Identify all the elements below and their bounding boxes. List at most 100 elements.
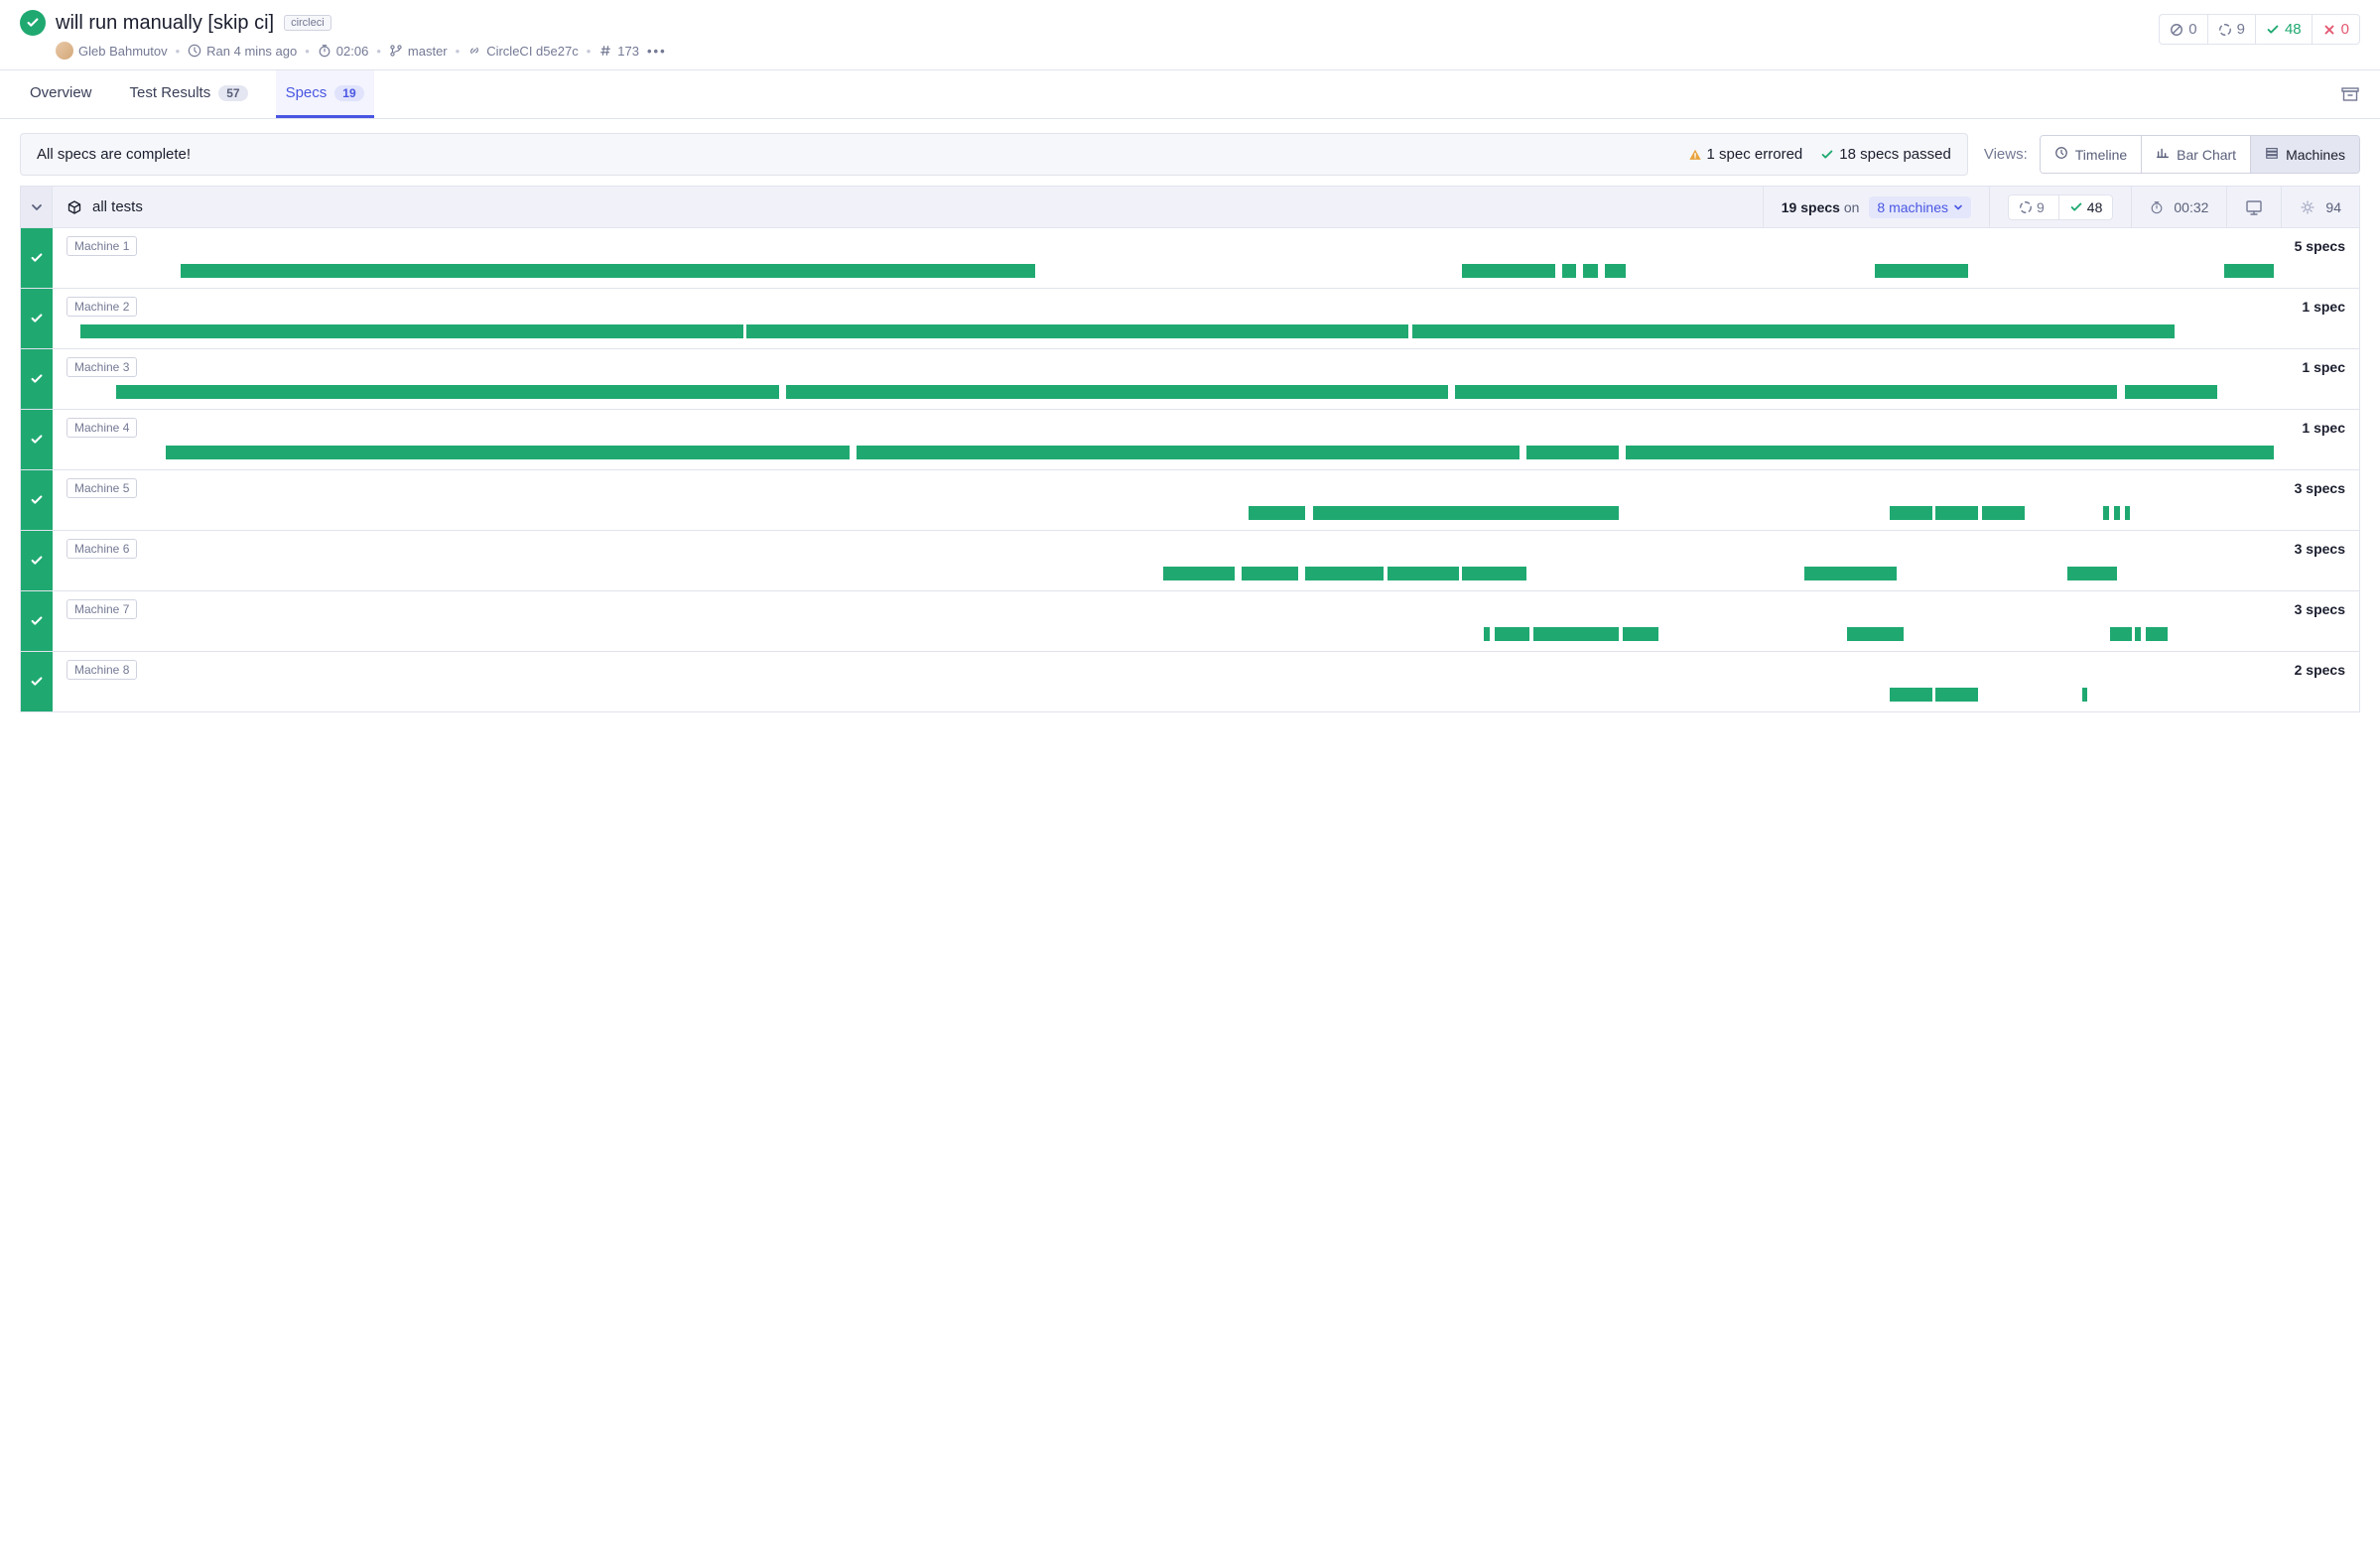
clock-icon: [188, 44, 201, 58]
timeline-segment[interactable]: [1462, 567, 1526, 580]
tab-badge: 57: [218, 85, 247, 101]
row-status-icon: [21, 591, 53, 651]
timeline-segment[interactable]: [1484, 627, 1490, 641]
passed-text: 18 specs passed: [1839, 146, 1951, 163]
settings-icon: [2300, 199, 2315, 215]
machine-spec-count: 2 specs: [2295, 662, 2345, 678]
timeline-segment[interactable]: [116, 385, 778, 399]
tab-specs[interactable]: Specs19: [276, 70, 374, 118]
ci-link[interactable]: CircleCI d5e27c: [486, 44, 579, 59]
more-menu[interactable]: •••: [647, 44, 667, 59]
timeline-segment[interactable]: [2103, 506, 2109, 520]
tab-overview[interactable]: Overview: [20, 70, 102, 118]
timeline-segment[interactable]: [2135, 627, 2141, 641]
timeline-segment[interactable]: [786, 385, 1448, 399]
timeline-segment[interactable]: [166, 446, 850, 459]
timeline-segment[interactable]: [1847, 627, 1904, 641]
machine-row[interactable]: Machine 2 1 spec: [21, 288, 2359, 348]
timeline-segment[interactable]: [1163, 567, 1235, 580]
machine-name: Machine 1: [66, 236, 137, 256]
collapse-all-button[interactable]: [21, 187, 53, 227]
timeline-segment[interactable]: [1583, 264, 1597, 278]
machine-timeline: [66, 385, 2345, 399]
machine-name: Machine 6: [66, 539, 137, 559]
tab-test-results[interactable]: Test Results57: [120, 70, 258, 118]
timeline-segment[interactable]: [1533, 627, 1619, 641]
view-bar-chart-button[interactable]: Bar Chart: [2141, 136, 2250, 173]
timeline-segment[interactable]: [2110, 627, 2132, 641]
machine-row[interactable]: Machine 3 1 spec: [21, 348, 2359, 409]
timeline-segment[interactable]: [2224, 264, 2274, 278]
machine-row[interactable]: Machine 4 1 spec: [21, 409, 2359, 469]
timeline-segment[interactable]: [1982, 506, 2025, 520]
timeline-segment[interactable]: [2125, 385, 2217, 399]
machine-spec-count: 3 specs: [2295, 541, 2345, 557]
timeline-segment[interactable]: [1242, 567, 1298, 580]
timeline-segment[interactable]: [2146, 627, 2168, 641]
machine-name: Machine 3: [66, 357, 137, 377]
summary-screenshots: 94: [2281, 187, 2359, 227]
view-machines-button[interactable]: Machines: [2250, 136, 2359, 173]
views-label: Views:: [1984, 146, 2028, 163]
machine-timeline: [66, 264, 2345, 278]
timeline-segment[interactable]: [1935, 688, 1978, 702]
timeline-segment[interactable]: [1875, 264, 1967, 278]
hash-icon: [598, 44, 612, 58]
machine-row[interactable]: Machine 7 3 specs: [21, 590, 2359, 651]
machines-dropdown[interactable]: 8 machines: [1869, 196, 1971, 218]
stopwatch-icon: [2150, 200, 2164, 214]
timeline-segment[interactable]: [80, 324, 742, 338]
machine-timeline: [66, 324, 2345, 338]
timeline-segment[interactable]: [1890, 506, 1932, 520]
timeline-segment[interactable]: [1526, 446, 1619, 459]
machine-spec-count: 1 spec: [2302, 359, 2345, 375]
stat-pending: 9: [2207, 15, 2255, 44]
skipped-icon: [2170, 23, 2183, 37]
machine-spec-count: 1 spec: [2302, 420, 2345, 436]
timeline-segment[interactable]: [181, 264, 1035, 278]
timeline-segment[interactable]: [1623, 627, 1658, 641]
timeline-segment[interactable]: [1890, 688, 1932, 702]
timeline-segment[interactable]: [1626, 446, 2274, 459]
timeline-segment[interactable]: [2125, 506, 2131, 520]
timeline-segment[interactable]: [1804, 567, 1897, 580]
timeline-segment[interactable]: [2082, 688, 2088, 702]
run-stats: 0 9 48 0: [2159, 14, 2360, 45]
timeline-segment[interactable]: [1305, 567, 1384, 580]
all-tests-label: all tests: [92, 198, 143, 215]
machine-spec-count: 3 specs: [2295, 601, 2345, 617]
specs-on-machines: 19 specs on 8 machines: [1763, 187, 1989, 227]
timeline-segment[interactable]: [1935, 506, 1978, 520]
timeline-segment[interactable]: [1249, 506, 1305, 520]
machine-row[interactable]: Machine 1 5 specs: [21, 228, 2359, 288]
machine-spec-count: 3 specs: [2295, 480, 2345, 496]
row-status-icon: [21, 531, 53, 590]
timeline-segment[interactable]: [2114, 506, 2120, 520]
machine-row[interactable]: Machine 5 3 specs: [21, 469, 2359, 530]
timeline-segment[interactable]: [1388, 567, 1459, 580]
timeline-segment[interactable]: [2067, 567, 2117, 580]
machine-row[interactable]: Machine 6 3 specs: [21, 530, 2359, 590]
timeline-icon: [2054, 146, 2068, 163]
archive-button[interactable]: [2340, 84, 2360, 104]
branch-name: master: [408, 44, 448, 59]
timeline-segment[interactable]: [857, 446, 1519, 459]
stopwatch-icon: [318, 44, 331, 58]
chevron-down-icon: [31, 201, 43, 213]
timeline-segment[interactable]: [1605, 264, 1627, 278]
run-header: will run manually [skip ci] circleci Gle…: [0, 0, 2380, 70]
timeline-segment[interactable]: [1455, 385, 2117, 399]
view-timeline-button[interactable]: Timeline: [2041, 136, 2141, 173]
timeline-segment[interactable]: [1495, 627, 1530, 641]
row-status-icon: [21, 470, 53, 530]
timeline-segment[interactable]: [1562, 264, 1576, 278]
machine-row[interactable]: Machine 8 2 specs: [21, 651, 2359, 711]
check-icon: [1820, 148, 1834, 162]
timeline-segment[interactable]: [1412, 324, 2175, 338]
timeline-segment[interactable]: [1313, 506, 1620, 520]
timeline-segment[interactable]: [1462, 264, 1554, 278]
timeline-segment[interactable]: [746, 324, 1408, 338]
machine-spec-count: 1 spec: [2302, 299, 2345, 315]
machine-timeline: [66, 506, 2345, 520]
summary-duration: 00:32: [2131, 187, 2226, 227]
